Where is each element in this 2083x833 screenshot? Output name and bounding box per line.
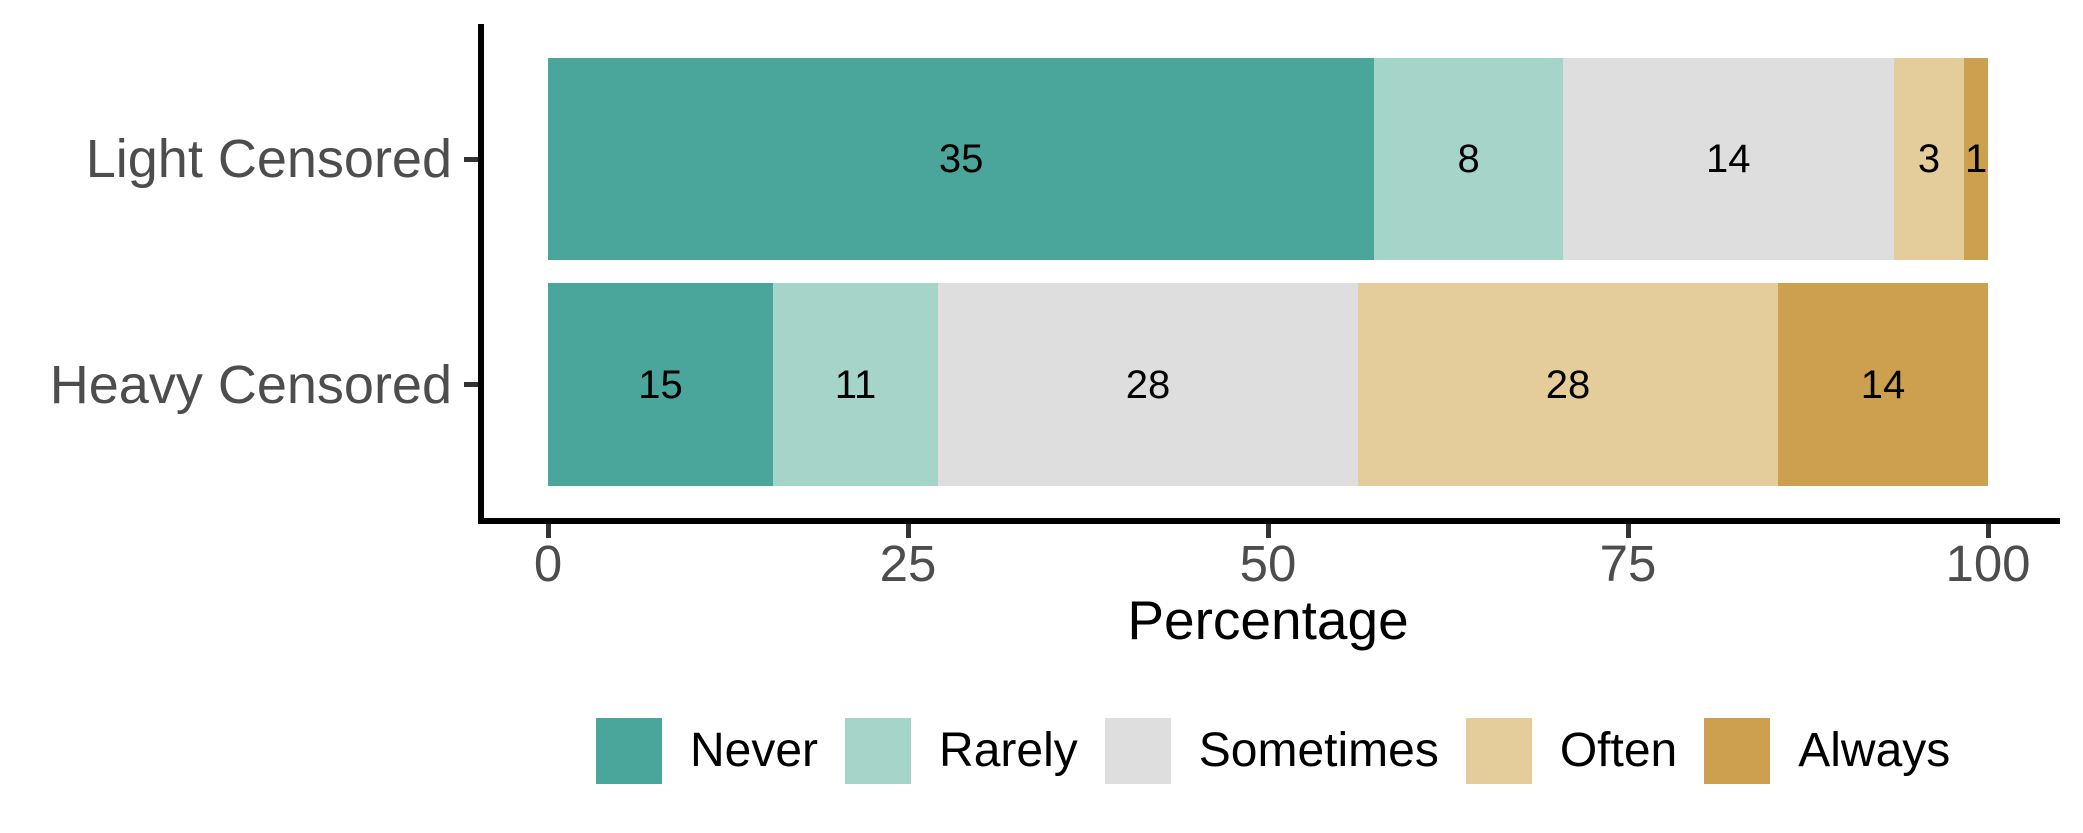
bar-segment-value: 28	[1125, 362, 1171, 407]
bar-segment-value: 14	[1860, 362, 1906, 407]
x-axis-line	[478, 518, 2060, 524]
bar-segment-heavy-censored-often: 28	[1358, 283, 1778, 486]
legend-item-never: Never	[596, 718, 818, 784]
legend-item-always: Always	[1704, 718, 1950, 784]
y-tick-heavy-censored	[464, 382, 478, 387]
y-tick-light-censored	[464, 156, 478, 162]
legend-swatch-always	[1704, 718, 1771, 784]
bar-segment-light-censored-rarely: 8	[1374, 58, 1564, 260]
bar-segment-heavy-censored-never: 15	[548, 283, 773, 486]
bar-segment-value: 8	[1457, 137, 1480, 181]
bar-segment-heavy-censored-always: 14	[1778, 283, 1988, 486]
legend-swatch-rarely	[845, 718, 912, 784]
bar-segment-value: 14	[1706, 137, 1751, 181]
x-tick-100	[1985, 524, 1991, 538]
bar-segment-value: 35	[938, 137, 984, 181]
legend: Never Rarely Sometimes Often Always	[596, 718, 1950, 784]
y-axis-line	[478, 24, 484, 524]
bar-segment-light-censored-never: 35	[548, 58, 1375, 260]
bar-segment-heavy-censored-sometimes: 28	[938, 283, 1358, 486]
bar-segment-heavy-censored-rarely: 11	[773, 283, 938, 486]
legend-item-sometimes: Sometimes	[1104, 718, 1439, 784]
legend-item-rarely: Rarely	[845, 718, 1078, 784]
legend-label-never: Never	[690, 724, 819, 777]
bar-segment-light-censored-always: 1	[1964, 58, 1988, 260]
legend-swatch-sometimes	[1104, 718, 1171, 784]
bar-segment-value: 3	[1917, 137, 1941, 181]
x-tick-50	[1265, 524, 1271, 538]
x-tick-25	[905, 524, 911, 538]
x-tick-label-25: 25	[879, 535, 937, 592]
x-axis-title: Percentage	[1127, 589, 1409, 651]
x-tick-label-50: 50	[1239, 535, 1297, 592]
bar-segment-light-censored-often: 3	[1893, 58, 1965, 260]
category-label-heavy-censored: Heavy Censored	[49, 355, 452, 415]
legend-swatch-never	[596, 718, 662, 784]
legend-label-always: Always	[1798, 724, 1951, 777]
bar-segment-value: 1	[1965, 137, 1988, 181]
x-tick-75	[1625, 524, 1631, 538]
category-label-light-censored: Light Censored	[85, 129, 452, 189]
bar-segment-value: 11	[834, 362, 877, 407]
legend-swatch-often	[1465, 718, 1532, 784]
legend-label-often: Often	[1559, 724, 1678, 777]
x-tick-label-75: 75	[1599, 535, 1657, 592]
x-tick-0	[545, 524, 551, 538]
x-tick-label-100: 100	[1945, 535, 2031, 592]
legend-item-often: Often	[1465, 718, 1678, 784]
stacked-bar-heavy-censored: 15 11 28 28 14	[548, 283, 1988, 486]
legend-label-sometimes: Sometimes	[1198, 724, 1439, 777]
bar-segment-light-censored-sometimes: 14	[1563, 58, 1894, 260]
bar-segment-value: 28	[1545, 362, 1591, 407]
bar-segment-value: 15	[638, 362, 683, 407]
x-tick-label-0: 0	[533, 535, 563, 592]
stacked-bar-light-censored: 35 8 14 3 1	[548, 58, 1988, 260]
legend-label-rarely: Rarely	[939, 724, 1078, 777]
